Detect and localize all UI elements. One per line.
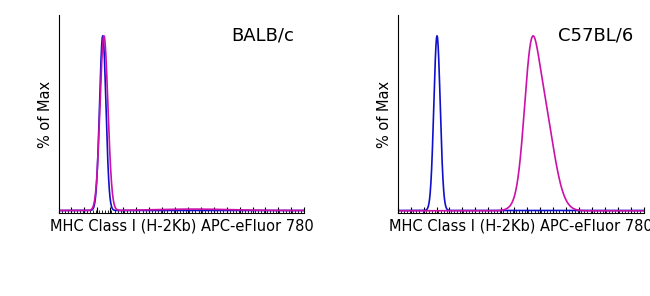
X-axis label: MHC Class I (H-2Kb) APC-eFluor 780: MHC Class I (H-2Kb) APC-eFluor 780: [389, 219, 650, 234]
Y-axis label: % of Max: % of Max: [38, 81, 53, 147]
Text: C57BL/6: C57BL/6: [558, 27, 634, 45]
X-axis label: MHC Class I (H-2Kb) APC-eFluor 780: MHC Class I (H-2Kb) APC-eFluor 780: [49, 219, 313, 234]
Text: BALB/c: BALB/c: [231, 27, 294, 45]
Y-axis label: % of Max: % of Max: [377, 81, 392, 147]
